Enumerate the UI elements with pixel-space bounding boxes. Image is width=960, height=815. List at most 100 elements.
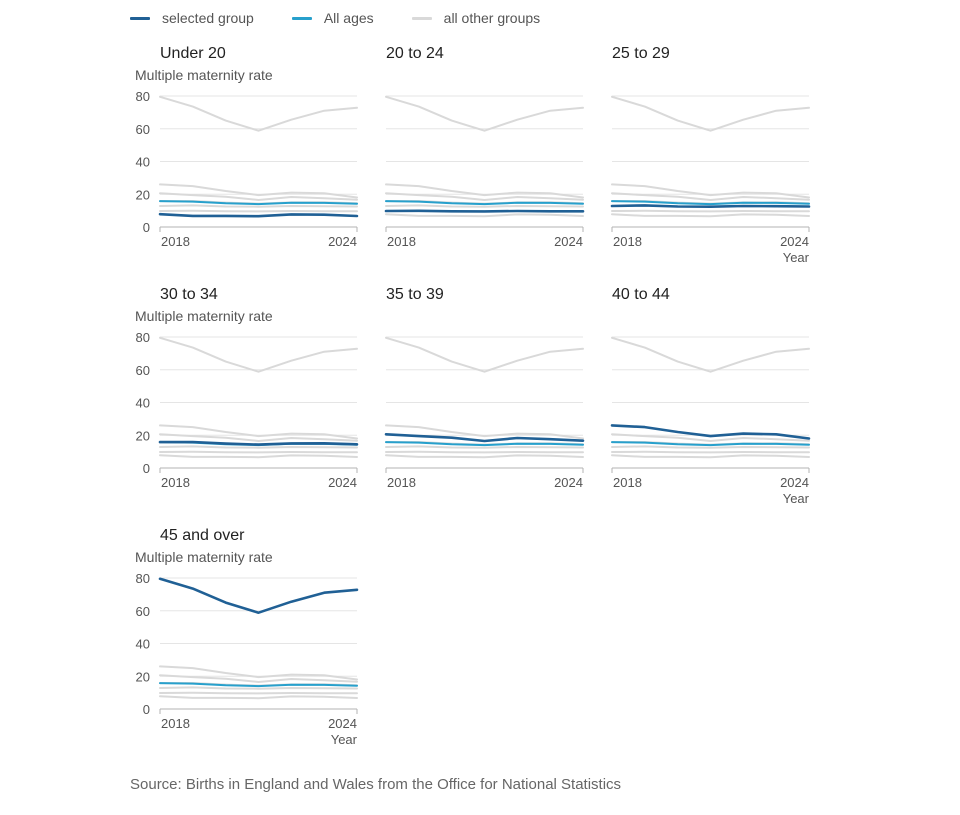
series-line-other-under-20 [385, 454, 584, 459]
series-line-other-45-and-over [611, 336, 810, 373]
series-line-selected-40-to-44 [610, 424, 811, 440]
series-line-selected-under-20 [158, 212, 359, 218]
legend-item-selected-group: selected group [130, 10, 254, 26]
x-tick-label: 2018 [613, 475, 642, 490]
x-tick-label: 2024 [328, 234, 357, 249]
source-note: Source: Births in England and Wales from… [130, 776, 622, 793]
series-line-other-40-to-44 [385, 183, 584, 199]
series-line-other-20-to-24 [385, 450, 584, 454]
series-line-other-45-and-over [385, 336, 584, 373]
legend-label-all-other-groups: all other groups [443, 10, 541, 26]
y-tick-label: 80 [136, 330, 150, 345]
x-tick-label: 2018 [387, 234, 416, 249]
panel-title: 25 to 29 [612, 45, 670, 62]
legend-item-all-other-groups: all other groups [411, 10, 541, 26]
series-line-other-45-and-over [611, 95, 810, 132]
panel-title: 30 to 34 [160, 286, 218, 303]
series-line-other-under-20 [159, 454, 358, 459]
y-tick-label: 0 [143, 702, 150, 717]
legend-label-selected-group: selected group [162, 10, 254, 26]
series-line-other-40-to-44 [159, 665, 358, 681]
x-tick-label: 2018 [613, 234, 642, 249]
series-line-other-under-20 [611, 454, 810, 459]
series-line-all-ages [611, 200, 810, 206]
x-tick-label: 2024 [554, 475, 583, 490]
legend-swatch-selected-group [130, 16, 150, 20]
y-tick-label: 80 [136, 89, 150, 104]
series-line-other-40-to-44 [611, 183, 810, 199]
series-line-other-25-to-29 [385, 445, 584, 449]
series-line-other-35-to-39 [159, 674, 358, 683]
panel-title: 45 and over [160, 527, 245, 544]
y-tick-label: 60 [136, 363, 150, 378]
x-axis-label: Year [783, 250, 810, 265]
y-tick-label: 20 [136, 428, 150, 443]
series-line-selected-30-to-34 [158, 440, 359, 446]
panel-45-and-over: 45 and over Multiple maternity rate 0 20 40 6… [135, 527, 359, 747]
series-line-other-35-to-39 [385, 192, 584, 201]
series-line-other-35-to-39 [611, 433, 810, 442]
series-line-other-under-20 [159, 695, 358, 700]
series-line-other-25-to-29 [611, 445, 810, 449]
panel-20-to-24: 20 to 24 2018 2024 [384, 45, 585, 249]
series-line-other-35-to-39 [159, 433, 358, 442]
series-line-other-20-to-24 [611, 209, 810, 213]
y-axis-label: Multiple maternity rate [135, 549, 273, 565]
x-tick-label: 2024 [780, 475, 809, 490]
y-tick-label: 40 [136, 155, 150, 170]
y-tick-label: 80 [136, 571, 150, 586]
y-tick-label: 60 [136, 604, 150, 619]
x-tick-label: 2018 [387, 475, 416, 490]
series-line-all-ages [611, 441, 810, 447]
series-line-other-45-and-over [385, 95, 584, 132]
series-line-all-ages [159, 200, 358, 206]
series-line-selected-20-to-24 [384, 209, 585, 213]
small-multiples-chart: Under 20 Multiple maternity rate 0 20 40 60 80… [135, 45, 811, 747]
series-line-other-25-to-29 [159, 686, 358, 690]
series-line-selected-45-and-over [158, 577, 359, 614]
series-line-other-45-and-over [159, 95, 358, 132]
y-tick-label: 60 [136, 122, 150, 137]
x-tick-label: 2024 [780, 234, 809, 249]
panel-title: 20 to 24 [386, 45, 444, 62]
series-line-all-ages [385, 200, 584, 206]
legend-item-all-ages: All ages [291, 10, 374, 26]
panel-title: 35 to 39 [386, 286, 444, 303]
legend-label-all-ages: All ages [323, 10, 374, 26]
series-line-other-40-to-44 [385, 424, 584, 440]
y-tick-label: 20 [136, 187, 150, 202]
y-tick-label: 0 [143, 461, 150, 476]
legend-swatch-all-ages [291, 16, 312, 20]
panel-under-20: Under 20 Multiple maternity rate 0 20 40 60 80… [135, 45, 359, 249]
series-line-all-ages [159, 682, 358, 688]
series-line-other-under-20 [611, 213, 810, 218]
series-line-other-20-to-24 [159, 691, 358, 695]
panel-30-to-34: 30 to 34 Multiple maternity rate 0 20 40 60 80… [135, 286, 359, 490]
series-line-other-20-to-24 [611, 450, 810, 454]
y-tick-label: 40 [136, 637, 150, 652]
series-line-other-45-and-over [159, 336, 358, 373]
legend-swatch-all-other-groups [411, 16, 432, 20]
panel-title: 40 to 44 [612, 286, 670, 303]
panel-title: Under 20 [160, 45, 226, 62]
x-tick-label: 2018 [161, 716, 190, 731]
y-tick-label: 40 [136, 396, 150, 411]
series-line-other-25-to-29 [159, 204, 358, 208]
y-tick-label: 20 [136, 669, 150, 684]
x-axis-label: Year [783, 491, 810, 506]
x-tick-label: 2024 [328, 716, 357, 731]
y-axis-label: Multiple maternity rate [135, 308, 273, 324]
panel-35-to-39: 35 to 39 2018 2024 [384, 286, 585, 490]
series-line-all-ages [385, 441, 584, 447]
series-line-other-35-to-39 [159, 192, 358, 201]
x-tick-label: 2024 [554, 234, 583, 249]
y-tick-label: 0 [143, 220, 150, 235]
x-tick-label: 2018 [161, 475, 190, 490]
series-line-other-25-to-29 [159, 445, 358, 449]
series-line-other-40-to-44 [159, 424, 358, 440]
series-line-other-40-to-44 [159, 183, 358, 199]
x-tick-label: 2018 [161, 234, 190, 249]
series-line-other-35-to-39 [611, 192, 810, 201]
